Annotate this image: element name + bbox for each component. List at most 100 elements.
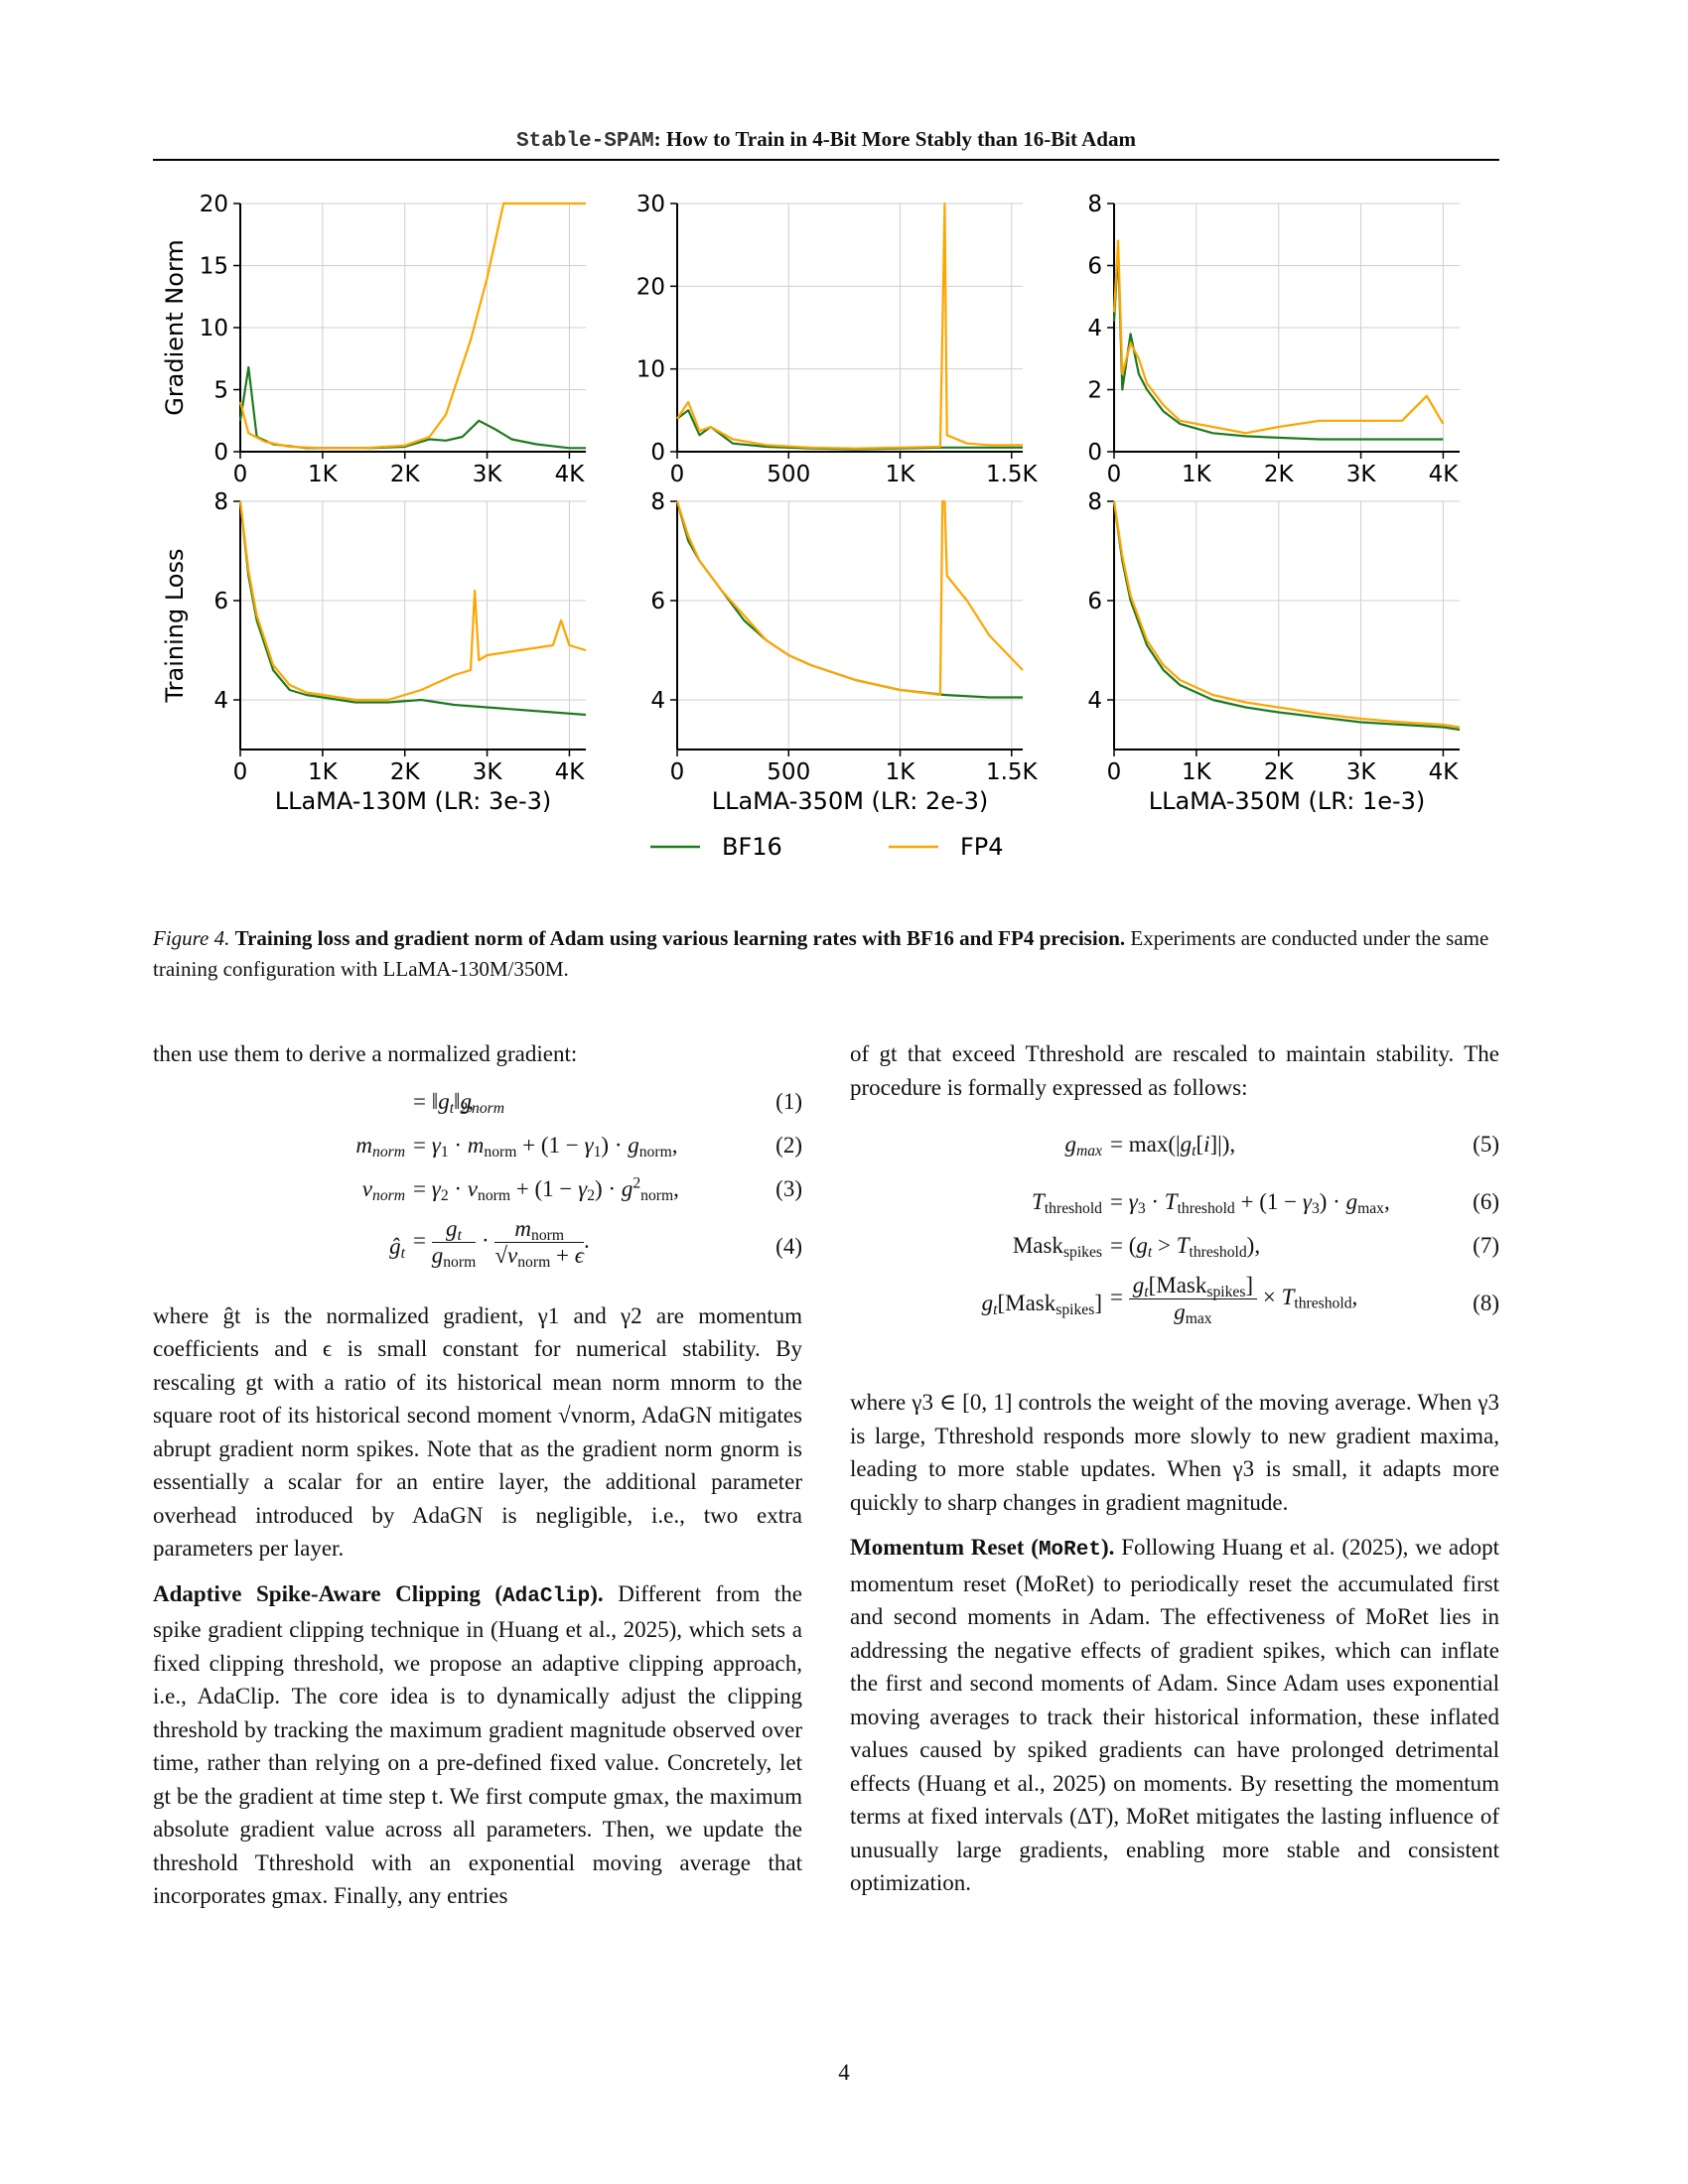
section-heading-moret: Momentum Reset (MoRet). bbox=[850, 1535, 1115, 1562]
left-intro: then use them to derive a normalized gra… bbox=[153, 1041, 578, 1066]
equation-6: Tthreshold = γ3 · Tthreshold + (1 − γ3) ·… bbox=[850, 1185, 1499, 1229]
equation-3: vnorm = γ2 · vnorm + (1 − γ2) · g2norm, (3… bbox=[153, 1172, 802, 1216]
y-tick-label: 6 bbox=[650, 589, 665, 614]
series-line-bf16 bbox=[676, 409, 1023, 451]
caption-rest: Experiments are conducted under the same… bbox=[153, 926, 1489, 981]
x-tick-label: 2K bbox=[1264, 759, 1295, 785]
x-tick-label: 0 bbox=[670, 759, 685, 785]
x-axis-label: LLaMA-130M (LR: 3e-3) bbox=[275, 787, 552, 815]
series-line-fp4 bbox=[676, 202, 1023, 450]
x-tick-label: 0 bbox=[670, 462, 685, 487]
x-tick-label: 1K bbox=[308, 462, 339, 487]
x-tick-label: 1.5K bbox=[986, 462, 1039, 487]
left-section: Adaptive Spike-Aware Clipping (AdaClip).… bbox=[153, 1577, 802, 1913]
series-line-bf16 bbox=[1112, 248, 1444, 441]
y-tick-label: 4 bbox=[1087, 316, 1102, 341]
x-tick-label: 1.5K bbox=[986, 759, 1039, 785]
y-tick-label: 8 bbox=[650, 489, 665, 515]
page-number: 4 bbox=[838, 2060, 850, 2085]
x-tick-label: 0 bbox=[1107, 759, 1122, 785]
x-axis-label: LLaMA-350M (LR: 2e-3) bbox=[712, 787, 989, 815]
x-tick-label: 3K bbox=[473, 759, 503, 785]
x-tick-label: 500 bbox=[767, 759, 810, 785]
equation-1: gnorm = ‖gt‖2, (1) bbox=[153, 1085, 802, 1129]
y-axis-label: Training Loss bbox=[161, 549, 189, 704]
y-tick-label: 4 bbox=[1087, 688, 1102, 714]
x-tick-label: 0 bbox=[1107, 462, 1122, 487]
y-tick-label: 8 bbox=[1087, 192, 1102, 217]
right-column: of gt that exceed Tthreshold are rescale… bbox=[850, 1037, 1499, 1900]
x-tick-label: 500 bbox=[767, 462, 810, 487]
equation-number: (4) bbox=[775, 1233, 802, 1259]
series-line-bf16 bbox=[238, 365, 586, 450]
series-line-bf16 bbox=[238, 500, 587, 717]
y-tick-label: 20 bbox=[200, 192, 228, 217]
left-paragraph-2: Different from the spike gradient clippi… bbox=[153, 1580, 802, 1909]
equation-5: gmax = max(|gt[i]|), (5) bbox=[850, 1128, 1499, 1185]
header-rule bbox=[153, 159, 1499, 161]
figure-caption: Figure 4. Training loss and gradient nor… bbox=[153, 923, 1499, 985]
y-tick-label: 5 bbox=[213, 378, 228, 404]
y-tick-label: 6 bbox=[213, 589, 228, 614]
series-line-fp4 bbox=[238, 202, 586, 450]
y-tick-label: 6 bbox=[1087, 589, 1102, 614]
equation-number: (5) bbox=[1473, 1132, 1499, 1157]
x-axis-label: LLaMA-350M (LR: 1e-3) bbox=[1149, 787, 1426, 815]
y-tick-label: 4 bbox=[650, 688, 665, 714]
y-tick-label: 10 bbox=[200, 316, 228, 341]
equation-number: (6) bbox=[1473, 1189, 1499, 1214]
x-tick-label: 2K bbox=[390, 759, 421, 785]
x-tick-label: 1K bbox=[1182, 759, 1212, 785]
running-head: Stable-SPAM: How to Train in 4-Bit More … bbox=[153, 127, 1499, 153]
y-tick-label: 8 bbox=[1087, 489, 1102, 515]
running-head-title: : How to Train in 4-Bit More Stably than… bbox=[653, 127, 1136, 151]
equation-2: mnorm = γ1 · mnorm + (1 − γ1) · gnorm, (2) bbox=[153, 1129, 802, 1172]
equation-4: ĝt = gt gnorm · mnorm √vnorm + ϵ. (4) bbox=[389, 1215, 802, 1271]
equation-number: (1) bbox=[775, 1088, 802, 1114]
equation-8: gt[Maskspikes] = gt[Maskspikes] gmax × Tth… bbox=[981, 1273, 1499, 1327]
x-tick-label: 2K bbox=[390, 462, 421, 487]
series-line-fp4 bbox=[1112, 500, 1461, 729]
right-section: Momentum Reset (MoRet). Following Huang … bbox=[850, 1531, 1499, 1900]
right-paragraph-2: Following Huang et al. (2025), we adopt … bbox=[850, 1535, 1499, 1895]
equation-7: Maskspikes = (gt > Tthreshold), (7) bbox=[850, 1229, 1499, 1273]
running-head-method: Stable-SPAM bbox=[516, 130, 654, 153]
x-tick-label: 4K bbox=[1429, 759, 1460, 785]
y-tick-label: 8 bbox=[213, 489, 228, 515]
y-tick-label: 0 bbox=[213, 440, 228, 466]
x-tick-label: 4K bbox=[555, 759, 586, 785]
section-heading-adaclip: Adaptive Spike-Aware Clipping (AdaClip). bbox=[153, 1580, 604, 1608]
x-tick-label: 2K bbox=[1264, 462, 1295, 487]
y-tick-label: 6 bbox=[1087, 254, 1102, 280]
x-tick-label: 4K bbox=[1429, 462, 1460, 487]
series-line-fp4 bbox=[1112, 239, 1445, 435]
x-tick-label: 3K bbox=[1346, 759, 1377, 785]
y-tick-label: 0 bbox=[650, 440, 665, 466]
x-tick-label: 0 bbox=[233, 759, 248, 785]
x-tick-label: 3K bbox=[473, 462, 503, 487]
equation-number: (3) bbox=[775, 1175, 802, 1201]
x-tick-label: 1K bbox=[886, 462, 916, 487]
y-axis-label: Gradient Norm bbox=[161, 239, 189, 416]
right-paragraph-1: where γ3 ∈ [0, 1] controls the weight of… bbox=[850, 1390, 1499, 1515]
legend-label: BF16 bbox=[722, 833, 782, 861]
x-tick-label: 1K bbox=[308, 759, 339, 785]
left-paragraph-1: where ĝt is the normalized gradient, γ1 … bbox=[153, 1302, 802, 1562]
caption-bold: Training loss and gradient norm of Adam … bbox=[234, 926, 1126, 950]
y-tick-label: 20 bbox=[636, 274, 665, 300]
left-column: then use them to derive a normalized gra… bbox=[153, 1037, 802, 1913]
caption-label: Figure 4. bbox=[153, 926, 230, 950]
legend-label: FP4 bbox=[960, 833, 1004, 861]
y-tick-label: 15 bbox=[200, 254, 228, 280]
series-line-fp4 bbox=[675, 499, 1024, 697]
equation-number: (2) bbox=[775, 1132, 802, 1158]
x-tick-label: 3K bbox=[1346, 462, 1377, 487]
y-tick-label: 4 bbox=[213, 688, 228, 714]
series-line-bf16 bbox=[1112, 500, 1461, 732]
y-tick-label: 10 bbox=[636, 357, 665, 383]
x-tick-label: 4K bbox=[555, 462, 586, 487]
right-intro: of gt that exceed Tthreshold are rescale… bbox=[850, 1041, 1499, 1100]
y-tick-label: 2 bbox=[1087, 378, 1102, 404]
series-line-fp4 bbox=[238, 500, 587, 702]
